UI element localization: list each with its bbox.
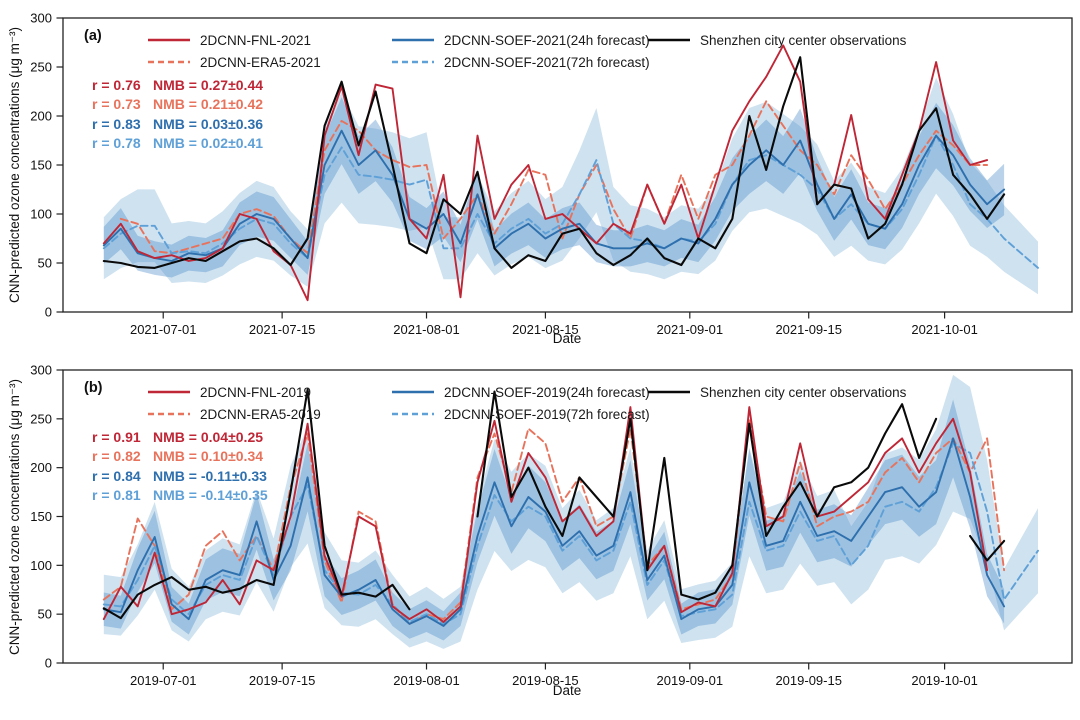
series-line-soef72	[102, 442, 1039, 625]
legend-swatch-obs	[648, 38, 690, 42]
legend-item-obs: Shenzhen city center observations	[647, 31, 906, 49]
x-tick-label: 2021-09-01	[657, 322, 724, 337]
x-tick-label: 2021-09-15	[775, 322, 842, 337]
stat-line-soef72: r = 0.78 NMB = 0.02±0.41	[92, 134, 264, 151]
series-line-era5	[119, 100, 989, 255]
x-tick-label: 2019-07-01	[130, 673, 197, 688]
legend-label-era5: 2DCNN-ERA5-2019	[200, 406, 321, 422]
stat-line-era5: r = 0.73 NMB = 0.21±0.42	[92, 96, 264, 113]
x-axis-title: Date	[552, 683, 582, 698]
legend-swatch-fnl	[148, 390, 190, 394]
x-axis-title: Date	[552, 331, 582, 346]
y-tick-label: 100	[30, 558, 52, 573]
legend-label-fnl: 2DCNN-FNL-2021	[200, 32, 312, 48]
series-line-obs	[102, 388, 1006, 620]
y-tick-label: 200	[30, 109, 52, 124]
x-tick-label: 2019-09-15	[775, 673, 842, 688]
series-line-fnl	[102, 406, 989, 623]
x-tick-label: 2021-07-15	[249, 322, 316, 337]
stats-block: r = 0.76 NMB = 0.27±0.44 r = 0.73 NMB = 0.…	[92, 76, 263, 153]
stat-line-soef24: r = 0.83 NMB = 0.03±0.36	[92, 115, 264, 132]
legend-label-soef24: 2DCNN-SOEF-2021(24h forecast)	[444, 32, 650, 48]
stat-line-soef24: r = 0.84 NMB = -0.11±0.33	[92, 467, 267, 484]
stat-line-soef72: r = 0.81 NMB = -0.14±0.35	[92, 486, 268, 503]
panel-a-plot: 0 50 100 150 200 250 300 2021-07-01 2021-07-15 20…	[30, 11, 1073, 337]
x-tick-label: 2021-08-01	[393, 322, 460, 337]
legend-swatch-obs	[648, 390, 690, 394]
y-tick-label: 200	[30, 460, 52, 475]
legend-swatch-soef24	[392, 38, 434, 42]
stats-block: r = 0.91 NMB = 0.04±0.25 r = 0.82 NMB = 0.…	[92, 428, 268, 505]
x-tick-label: 2021-07-01	[130, 322, 197, 337]
series-line-obs	[102, 56, 1006, 269]
x-tick-label: 2019-07-15	[249, 673, 316, 688]
y-axis-title: CNN-predicted ozone concentrations (μg m…	[7, 26, 22, 304]
uncertainty-band-soef24	[103, 97, 1005, 278]
y-tick-label: 300	[30, 11, 52, 26]
y-tick-label: 150	[30, 509, 52, 524]
x-tick-label: 2021-10-01	[911, 322, 978, 337]
legend-label-era5: 2DCNN-ERA5-2021	[200, 54, 321, 70]
legend-item-soef72: 2DCNN-SOEF-2021(72h forecast)	[391, 53, 650, 71]
x-tick-label: 2019-09-01	[657, 673, 724, 688]
legend-item-fnl: 2DCNN-FNL-2019	[147, 383, 311, 401]
stat-line-fnl: r = 0.76 NMB = 0.27±0.44	[92, 77, 264, 93]
legend-label-obs: Shenzhen city center observations	[700, 32, 907, 48]
legend-label-soef72: 2DCNN-SOEF-2021(72h forecast)	[444, 54, 650, 70]
x-tick-label: 2019-10-01	[911, 673, 978, 688]
panel-a-label: (a)	[84, 28, 102, 44]
x-tick-label: 2019-08-01	[393, 673, 460, 688]
legend-item-soef24: 2DCNN-SOEF-2019(24h forecast)	[391, 383, 650, 401]
uncertainty-band-soef72	[103, 77, 1039, 295]
series-line-fnl	[102, 44, 989, 302]
legend-swatch-fnl	[148, 38, 190, 42]
legend-swatch-era5	[148, 60, 190, 64]
legend-swatch-soef24	[392, 390, 434, 394]
series-line-era5	[102, 417, 1006, 625]
y-tick-label: 300	[30, 363, 52, 378]
stat-line-fnl: r = 0.91 NMB = 0.04±0.25	[92, 429, 264, 445]
legend-label-soef24: 2DCNN-SOEF-2019(24h forecast)	[444, 384, 650, 400]
y-tick-label: 150	[30, 158, 52, 173]
legend-item-era5: 2DCNN-ERA5-2019	[147, 405, 321, 423]
y-tick-label: 100	[30, 207, 52, 222]
legend-swatch-soef72	[392, 60, 434, 64]
series-line-soef24	[102, 437, 1006, 627]
stat-line-era5: r = 0.82 NMB = 0.10±0.34	[92, 448, 264, 465]
legend-label-obs: Shenzhen city center observations	[700, 384, 907, 400]
panel-b: 0 50 100 150 200 250 300 2019-07-01 2019-07-15 20…	[0, 352, 1080, 720]
legend-label-fnl: 2DCNN-FNL-2019	[200, 384, 312, 400]
panel-b-plot: 0 50 100 150 200 250 300 2019-07-01 2019-07-15 20…	[30, 363, 1073, 688]
y-tick-label: 0	[45, 656, 52, 671]
legend-swatch-era5	[148, 412, 190, 416]
y-tick-label: 50	[38, 256, 52, 271]
legend-item-soef24: 2DCNN-SOEF-2021(24h forecast)	[391, 31, 650, 49]
legend-swatch-soef72	[392, 412, 434, 416]
y-tick-label: 250	[30, 411, 52, 426]
y-tick-label: 0	[45, 305, 52, 320]
legend-item-soef72: 2DCNN-SOEF-2019(72h forecast)	[391, 405, 650, 423]
panel-a: 0 50 100 150 200 250 300 2021-07-01 2021-07-15 20…	[0, 0, 1080, 352]
x-tick-label: 2021-08-15	[512, 322, 579, 337]
x-tick-label: 2019-08-15	[512, 673, 579, 688]
legend-item-obs: Shenzhen city center observations	[647, 383, 906, 401]
y-axis-title: CNN-predicted ozone concentrations (μg m…	[7, 378, 22, 656]
legend-item-era5: 2DCNN-ERA5-2021	[147, 53, 321, 71]
legend-item-fnl: 2DCNN-FNL-2021	[147, 31, 311, 49]
y-tick-label: 250	[30, 60, 52, 75]
panel-b-label: (b)	[84, 380, 103, 396]
y-tick-label: 50	[38, 607, 52, 622]
legend-label-soef72: 2DCNN-SOEF-2019(72h forecast)	[444, 406, 650, 422]
